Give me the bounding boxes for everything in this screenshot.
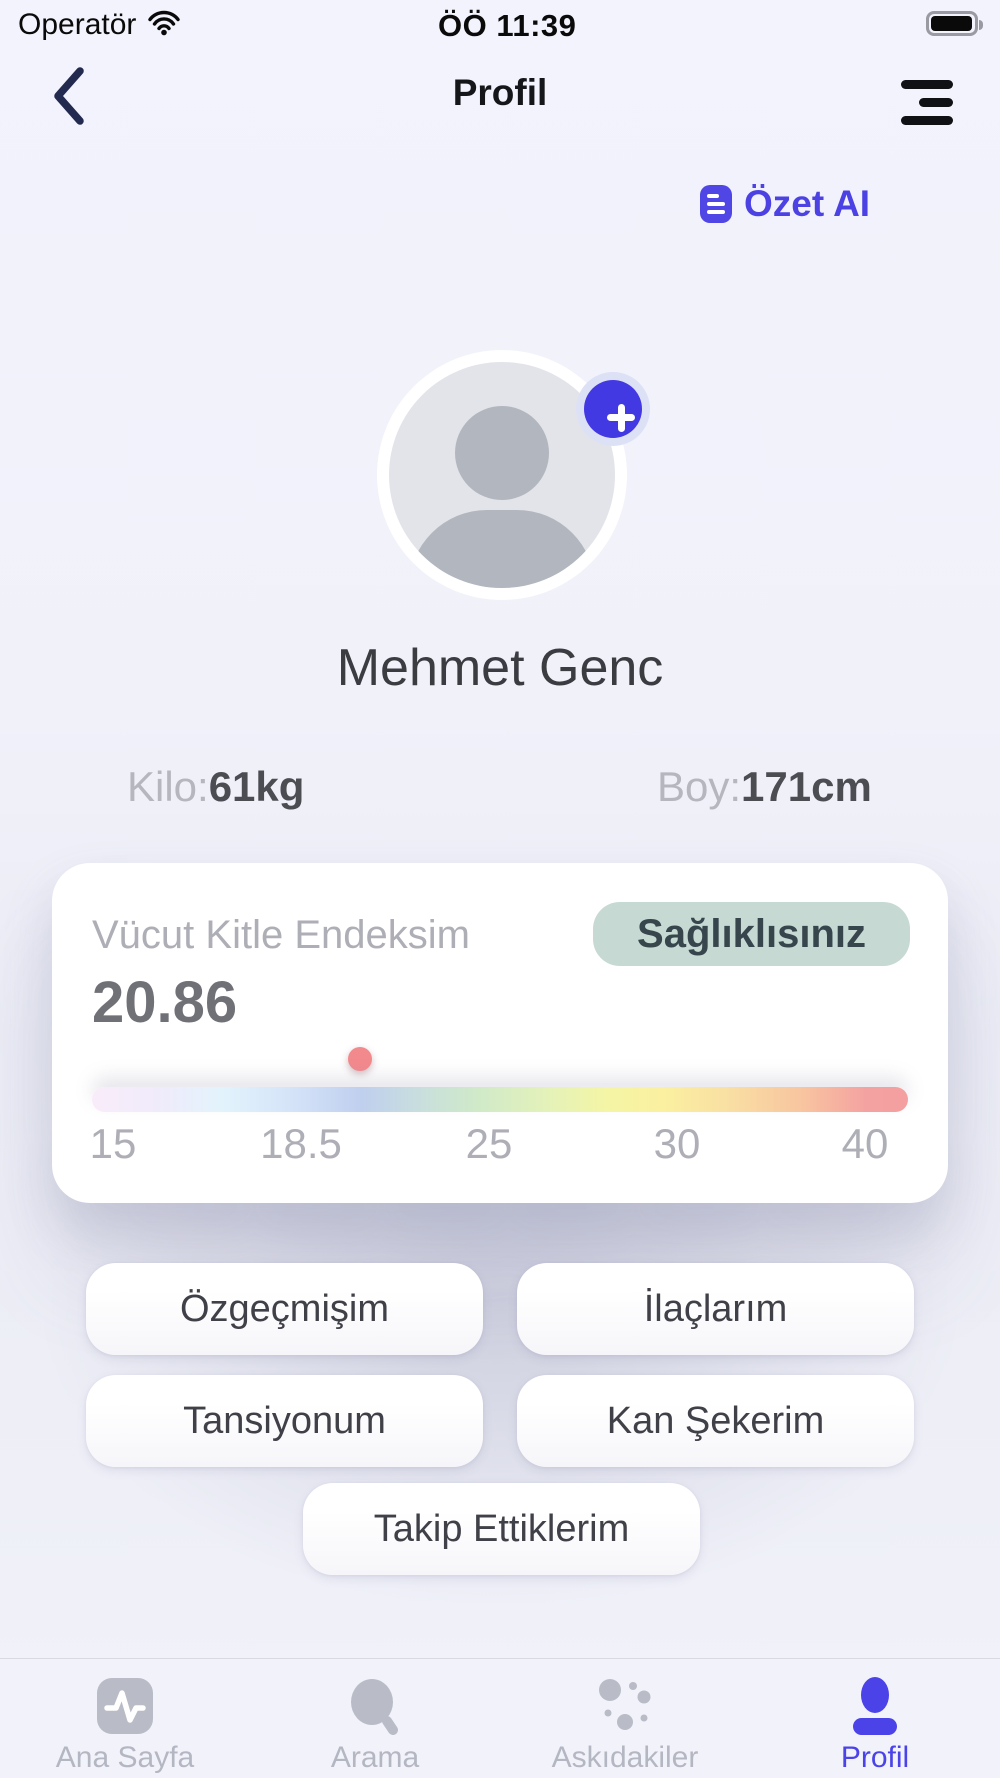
- tab-home[interactable]: Ana Sayfa: [0, 1659, 250, 1778]
- status-bar: Operatör ÖÖ 11:39: [0, 0, 1000, 48]
- scale-tick: 18.5: [260, 1120, 342, 1167]
- bmi-card: Vücut Kitle Endeksim Sağlıklısınız 20.86…: [52, 863, 948, 1203]
- document-summary-icon: [700, 185, 732, 223]
- weight-label: Kilo:: [127, 763, 209, 810]
- avatar: [377, 350, 627, 600]
- battery-icon: [926, 11, 983, 36]
- add-photo-button[interactable]: [576, 372, 650, 446]
- search-icon: [347, 1677, 403, 1735]
- weight-stat: Kilo:61kg: [127, 763, 304, 811]
- carrier-label: Operatör: [18, 8, 137, 41]
- height-stat: Boy:171cm: [657, 763, 872, 811]
- battery-fill: [931, 16, 972, 31]
- plus-icon: [584, 380, 642, 438]
- tab-bar: Ana Sayfa Arama: [0, 1658, 1000, 1778]
- wifi-icon: [146, 10, 182, 41]
- bmi-marker-dot: [348, 1047, 372, 1071]
- person-icon: [847, 1677, 903, 1735]
- tab-profile-label: Profil: [840, 1741, 910, 1774]
- scale-tick: 30: [653, 1120, 701, 1167]
- height-value: 171cm: [741, 763, 872, 810]
- avatar-placeholder: [389, 362, 615, 588]
- height-label: Boy:: [657, 763, 742, 810]
- blood-sugar-button[interactable]: Kan Şekerim: [517, 1375, 914, 1467]
- blood-pressure-button[interactable]: Tansiyonum: [86, 1375, 483, 1467]
- tab-pending[interactable]: Askıdakiler: [500, 1659, 750, 1778]
- bmi-scale-labels: 15 18.5 25 30 40: [89, 1120, 908, 1167]
- user-name: Mehmet Genc: [336, 639, 664, 697]
- summary-ai-label: Özet AI: [744, 183, 871, 224]
- summary-ai-button[interactable]: Özet AI: [700, 183, 870, 225]
- tab-home-label: Ana Sayfa: [55, 1741, 195, 1774]
- dots-cluster-icon: [593, 1677, 657, 1735]
- tab-profile[interactable]: Profil: [750, 1659, 1000, 1778]
- tab-search[interactable]: Arama: [250, 1659, 500, 1778]
- scale-tick: 15: [89, 1120, 137, 1167]
- scale-tick: 25: [465, 1120, 513, 1167]
- status-time: ÖÖ 11:39: [438, 8, 577, 43]
- avatar-head-shape: [455, 406, 549, 500]
- battery-nub: [979, 20, 983, 30]
- bmi-status-badge: Sağlıklısınız: [593, 902, 910, 966]
- medications-button[interactable]: İlaçlarım: [517, 1263, 914, 1355]
- chevron-left-icon: [49, 67, 87, 129]
- bmi-value: 20.86: [92, 970, 238, 1035]
- scale-tick: 40: [841, 1120, 889, 1167]
- bmi-gradient-scale: [92, 1087, 908, 1112]
- header: Profil: [0, 56, 1000, 136]
- resume-button[interactable]: Özgeçmişim: [86, 1263, 483, 1355]
- body-stats-row: Kilo:61kg Boy:171cm: [0, 763, 1000, 811]
- avatar-shoulders-shape: [409, 510, 595, 588]
- menu-button[interactable]: [895, 74, 959, 126]
- back-button[interactable]: [48, 66, 88, 128]
- weight-value: 61kg: [208, 763, 305, 810]
- bmi-card-title: Vücut Kitle Endeksim: [92, 913, 470, 957]
- carrier-info: Operatör: [18, 8, 182, 42]
- following-button[interactable]: Takip Ettiklerim: [303, 1483, 700, 1575]
- page-title: Profil: [452, 72, 548, 113]
- activity-icon: [97, 1677, 153, 1735]
- tab-search-label: Arama: [330, 1741, 420, 1774]
- tab-pending-label: Askıdakiler: [551, 1741, 699, 1774]
